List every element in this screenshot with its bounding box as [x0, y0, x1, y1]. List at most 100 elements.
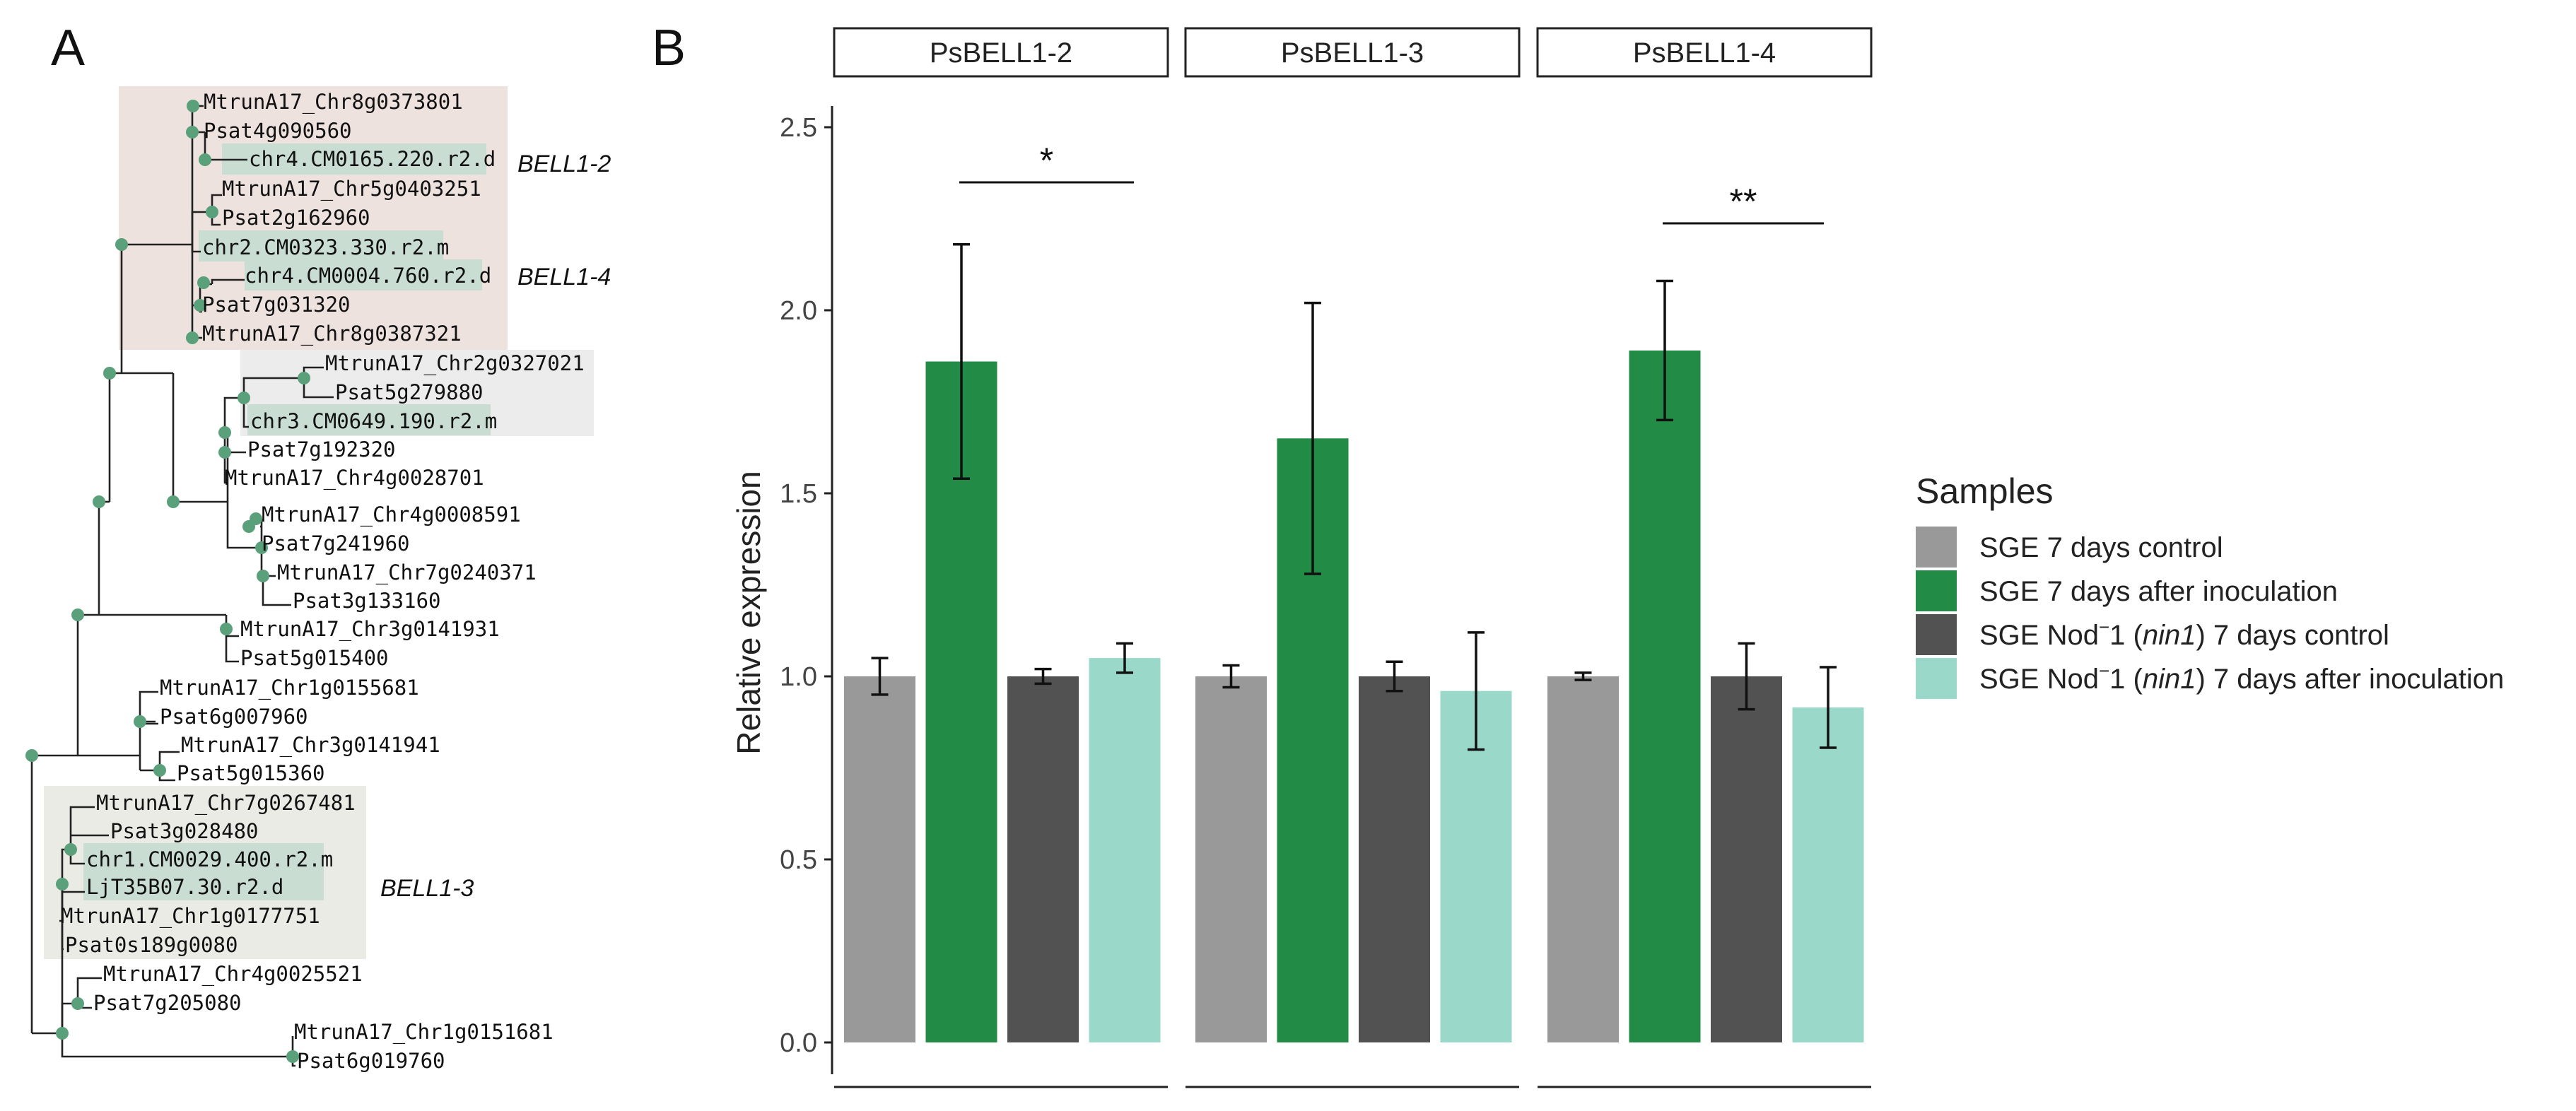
- tree-leaf-label: Psat7g205080: [93, 991, 242, 1015]
- leaf-highlight: [245, 259, 482, 290]
- tree-leaf-label: MtrunA17_Chr4g0028701: [225, 466, 484, 490]
- tree-node: [56, 1027, 69, 1040]
- bar: [1629, 350, 1701, 1043]
- tree-leaf-label: chr4.CM0165.220.r2.d: [249, 147, 496, 171]
- tree-node: [64, 843, 77, 856]
- tree-leaf-label: MtrunA17_Chr7g0267481: [96, 791, 356, 816]
- y-tick-label: 0.5: [780, 845, 817, 875]
- tree-node: [25, 749, 38, 762]
- leaf-highlight: [222, 143, 486, 175]
- legend-label: SGE 7 days control: [1979, 532, 2223, 563]
- tree-node: [194, 299, 206, 312]
- tree-node: [238, 392, 250, 404]
- panel-b-label: B: [652, 20, 686, 76]
- legend-swatch: [1916, 527, 1957, 568]
- tree-leaf-label: MtrunA17_Chr1g0177751: [61, 904, 320, 929]
- tree-node: [242, 520, 255, 533]
- tree-node: [187, 100, 199, 112]
- tree-leaf-label: MtrunA17_Chr4g0025521: [103, 962, 363, 987]
- legend-label: SGE Nod−1 (nin1) 7 days after inoculatio…: [1979, 660, 2504, 695]
- bar-chart: Relative expression 0.0 0.5 1.0 1.5 2.0 2.5 P…: [730, 27, 2504, 1088]
- bar: [1547, 676, 1619, 1042]
- leaf-highlight: [83, 872, 324, 900]
- tree-node: [206, 206, 218, 218]
- tree-leaf-label: Psat6g007960: [160, 705, 308, 729]
- significance-label: **: [1730, 182, 1757, 221]
- tree-leaf-label: chr4.CM0004.760.r2.d: [245, 264, 491, 288]
- tree-branch: [191, 194, 222, 253]
- tree-leaf-label: chr2.CM0323.330.r2.m: [202, 235, 449, 259]
- tree-leaf-label: Psat3g028480: [110, 819, 259, 843]
- tree-node: [115, 238, 128, 251]
- clade-box-bell1-2-4: [119, 86, 508, 350]
- facet-title: PsBELL1-2: [930, 37, 1072, 69]
- facet-title: PsBELL1-4: [1633, 37, 1776, 69]
- tree-leaf-label: MtrunA17_Chr7g0240371: [277, 560, 537, 585]
- facet: PsBELL1-4: [1536, 27, 1873, 1088]
- tree-node: [167, 495, 180, 508]
- tree-leaf-label: chr3.CM0649.190.r2.m: [250, 409, 497, 433]
- tree-node: [220, 623, 233, 635]
- bar: [844, 676, 915, 1042]
- bar: [1359, 676, 1430, 1042]
- tree-leaf-label: MtrunA17_Chr2g0327021: [325, 351, 585, 376]
- tree-node: [186, 331, 199, 344]
- facet: PsBELL1-3: [1184, 27, 1521, 1088]
- tree-leaf-label: MtrunA17_Chr5g0403251: [222, 177, 481, 201]
- y-axis-label: Relative expression: [730, 471, 767, 754]
- tree-node: [186, 126, 199, 139]
- tree-node: [134, 715, 146, 728]
- bar: [1195, 676, 1267, 1042]
- legend-swatch: [1916, 658, 1957, 699]
- phylogenetic-tree: MtrunA17_Chr8g0373801 Psat4g090560 chr4.CM…: [25, 86, 611, 1073]
- tree-leaf-label: MtrunA17_Chr3g0141931: [240, 617, 500, 642]
- tree-leaf-label: MtrunA17_Chr1g0151681: [294, 1020, 554, 1045]
- leaf-highlight: [199, 230, 443, 261]
- tree-leaf-label: Psat2g162960: [222, 206, 370, 230]
- tree-node: [199, 153, 211, 166]
- bar: [1089, 658, 1161, 1042]
- legend-title: Samples: [1916, 471, 2054, 511]
- legend-swatch: [1916, 570, 1957, 611]
- bar: [1711, 676, 1782, 1042]
- tree-node: [71, 997, 84, 1010]
- tree-node: [298, 372, 310, 384]
- facet-strip: [833, 27, 1169, 78]
- significance-label: *: [1040, 141, 1053, 180]
- tree-node: [255, 541, 268, 554]
- y-tick-label: 1.0: [780, 662, 817, 692]
- tree-leaf-label: MtrunA17_Chr8g0373801: [204, 90, 463, 114]
- tree-leaf-label: MtrunA17_Chr1g0155681: [160, 676, 419, 700]
- tree-node: [93, 495, 105, 508]
- tree-node: [218, 446, 231, 459]
- leaf-highlight: [83, 843, 324, 874]
- tree-node: [153, 764, 166, 777]
- tree-leaf-label: MtrunA17_Chr4g0008591: [262, 502, 521, 527]
- tree-leaf-label: LjT35B07.30.r2.d: [86, 875, 283, 899]
- tree-leaf-label: MtrunA17_Chr8g0387321: [202, 322, 462, 346]
- tree-node: [197, 276, 210, 289]
- legend-label: SGE Nod−1 (nin1) 7 days control: [1979, 616, 2389, 651]
- tree-leaf-label: MtrunA17_Chr3g0141941: [181, 733, 440, 758]
- legend-label: SGE 7 days after inoculation: [1979, 576, 2338, 607]
- bar: [1007, 676, 1079, 1042]
- leaf-highlight: [247, 404, 491, 435]
- tree-leaf-label: Psat6g019760: [297, 1049, 445, 1073]
- y-tick-label: 0.0: [780, 1028, 817, 1058]
- bar: [1792, 707, 1864, 1042]
- tree-leaf-label: Psat7g192320: [247, 437, 396, 462]
- facet-strip: [1184, 27, 1521, 78]
- tree-node: [103, 367, 116, 380]
- tree-leaf-label: Psat7g031320: [202, 293, 351, 317]
- tree-node: [56, 878, 69, 890]
- facet: PsBELL1-2: [833, 27, 1169, 1088]
- facet-strip: [1536, 27, 1873, 78]
- tree-leaf-label: Psat7g241960: [262, 531, 410, 556]
- clade-label-bell1-4: BELL1-4: [517, 264, 611, 290]
- clade-label-bell1-3: BELL1-3: [380, 875, 474, 902]
- y-tick-label: 2.0: [780, 296, 817, 326]
- legend: Samples SGE 7 days control SGE 7 days aft…: [1916, 471, 2504, 699]
- tree-leaf-label: Psat5g015360: [177, 761, 325, 785]
- facet-title: PsBELL1-3: [1281, 37, 1424, 69]
